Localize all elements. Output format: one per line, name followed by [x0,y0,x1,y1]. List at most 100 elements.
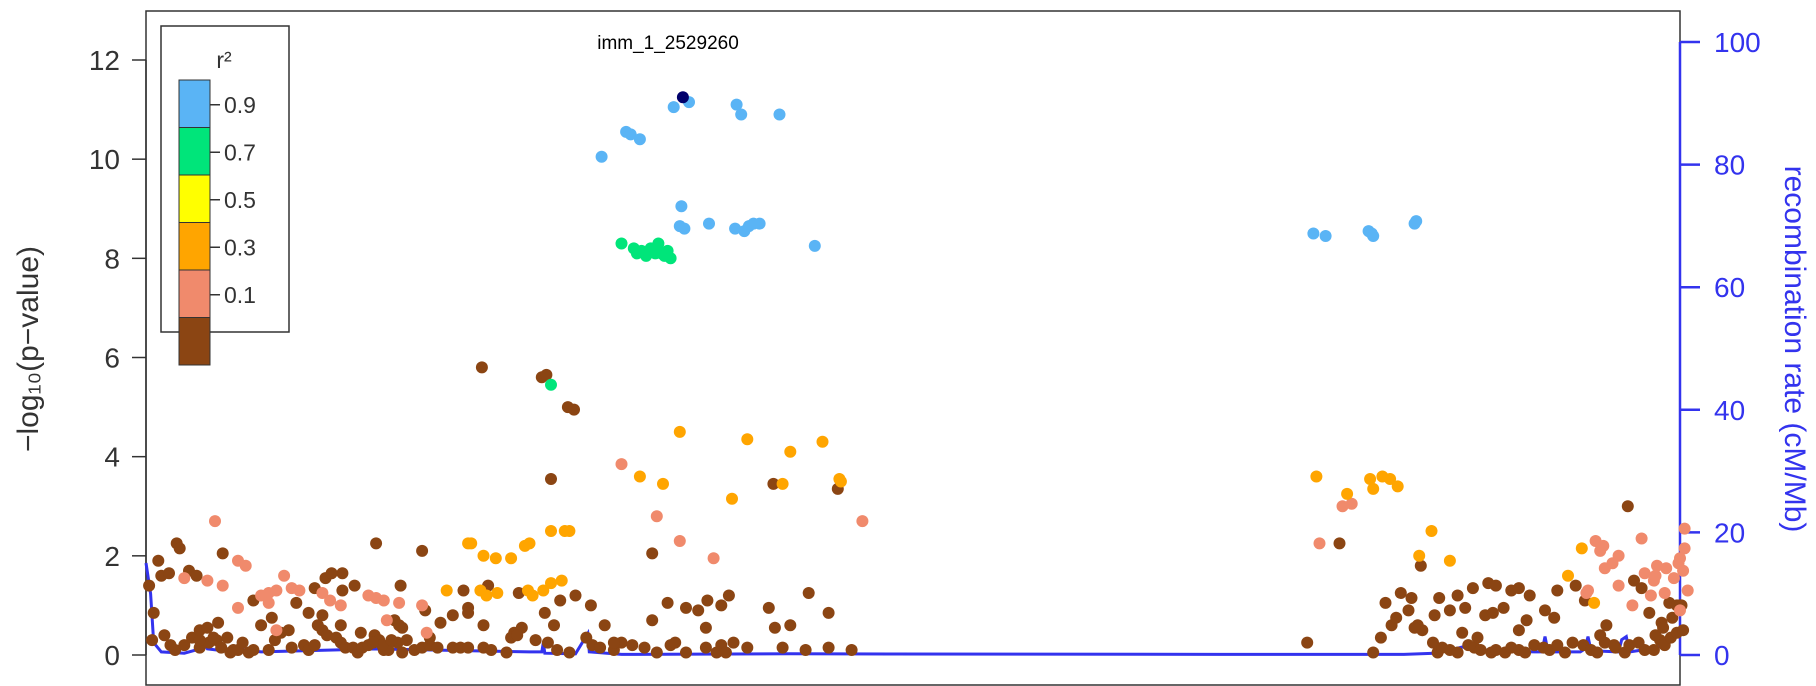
snp-point [664,252,677,265]
snp-point [1612,579,1625,592]
snp-point [1569,579,1582,592]
snp-point [1566,636,1579,649]
snp-point [1466,582,1479,595]
snp-point [385,634,398,647]
snp-point [336,567,349,580]
snp-point [302,606,315,619]
snp-point [1608,639,1620,652]
snp-point [594,641,607,654]
snp-point [158,629,171,642]
snp-point [1597,539,1610,552]
snp-point [1367,482,1380,495]
snp-point [729,222,742,235]
snp-point [678,222,691,235]
snp-point [673,425,686,438]
snp-point [1384,473,1397,485]
snp-point [221,631,234,644]
snp-point [290,596,303,609]
snp-point [321,629,333,642]
association-points [143,91,1694,659]
right-y-tick-label: 100 [1714,27,1761,58]
legend-color-swatch [178,222,211,271]
y-tick-label: 10 [89,144,120,175]
snp-point [799,644,812,656]
snp-point [1539,604,1551,617]
snp-point [1528,639,1541,652]
snp-point [699,621,712,634]
snp-point [431,641,444,654]
snp-point [1667,572,1680,585]
snp-point [1402,604,1415,617]
snp-point [1333,537,1346,550]
snp-point [1443,604,1456,617]
snp-point [173,542,186,555]
snp-point [638,641,651,654]
snp-point [1427,636,1439,649]
snp-point [722,589,735,602]
snp-point [462,641,475,654]
snp-point [595,150,608,163]
snp-point [1643,606,1656,619]
snp-point [1413,549,1426,562]
snp-point [265,611,278,624]
snp-point [1459,601,1472,614]
snp-point [1336,500,1349,513]
snp-point [1559,646,1571,659]
snp-point [457,584,470,597]
snp-point [489,552,502,565]
snp-point [624,128,637,141]
snp-point [545,577,557,590]
snp-point [212,616,225,629]
snp-point [247,644,260,656]
snp-point [232,601,244,614]
snp-point [633,133,646,146]
snp-point [1394,587,1407,599]
snp-point [584,599,597,612]
snp-point [1313,537,1326,550]
snp-point [500,646,513,659]
snp-point [529,634,542,647]
snp-point [657,477,669,490]
snp-point [376,639,389,652]
right-y-tick-label: 20 [1714,517,1745,548]
snp-point [1658,587,1671,599]
snp-point [485,644,498,656]
snp-point [707,552,720,565]
snp-point [834,475,847,488]
snp-point [512,587,525,599]
snp-point [773,108,786,121]
snp-point [394,579,407,592]
legend-color-swatch [178,269,211,318]
snp-point [669,636,682,649]
legend-label: 0.7 [224,139,256,165]
snp-point [480,589,493,602]
snp-point [692,604,705,617]
snp-point [727,636,740,649]
snp-point [293,584,306,597]
snp-point [169,644,182,656]
snp-point [465,537,478,550]
snp-point [1341,487,1354,500]
snp-point [753,217,766,230]
snp-point [816,435,829,448]
y-tick-label: 4 [104,442,120,473]
snp-point [1345,497,1358,510]
snp-point [537,584,550,597]
snp-point [1428,609,1441,622]
snp-point [1681,584,1694,597]
snp-point [1367,646,1380,659]
snp-point [703,217,715,230]
snp-point [1635,532,1648,545]
snp-point [1410,215,1423,228]
snp-point [193,634,206,647]
snp-point [1443,554,1456,567]
snp-point [715,599,728,612]
snp-point [308,639,321,652]
snp-point [741,641,754,654]
snp-point [163,567,175,580]
snp-point [1649,629,1662,642]
snp-point [563,525,576,537]
legend-color-swatch [178,79,211,128]
snp-point [776,477,789,490]
snp-point [735,108,748,121]
